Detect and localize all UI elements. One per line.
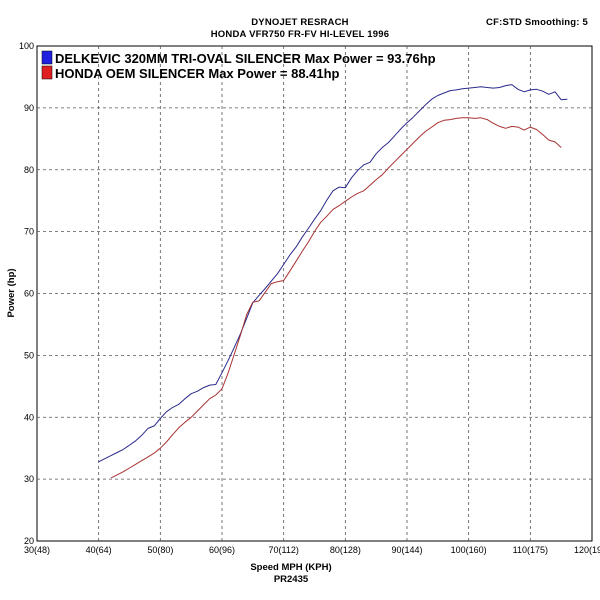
legend-label-0: DELKEVIC 320MM TRI-OVAL SILENCER Max Pow… <box>55 51 436 66</box>
y-tick-label: 40 <box>24 412 34 422</box>
series-line-1 <box>110 117 562 479</box>
x-tick-label: 40(64) <box>86 545 112 555</box>
legend-label-1: HONDA OEM SILENCER Max Power = 88.41hp <box>55 66 340 81</box>
x-axis-label: Speed MPH (KPH) <box>250 562 331 573</box>
chart-title: DYNOJET RESRACH <box>251 17 349 28</box>
y-tick-label: 100 <box>19 41 34 51</box>
x-tick-label: 30(48) <box>24 545 50 555</box>
legend: DELKEVIC 320MM TRI-OVAL SILENCER Max Pow… <box>41 50 436 81</box>
y-tick-label: 20 <box>24 536 34 546</box>
x-tick-label: 70(112) <box>268 545 298 555</box>
x-tick-label: 60(96) <box>209 545 235 555</box>
y-tick-label: 30 <box>24 474 34 484</box>
correction-smoothing-label: CF:STD Smoothing: 5 <box>486 17 588 28</box>
x-tick-label: 90(144) <box>391 545 422 555</box>
y-axis-label: Power (hp) <box>6 268 17 317</box>
x-tick-label: 120(192) <box>574 545 600 555</box>
x-tick-label: 100(160) <box>451 545 487 555</box>
chart-subtitle: HONDA VFR750 FR-FV HI-LEVEL 1996 <box>210 29 390 40</box>
x-tick-label: 50(80) <box>147 545 173 555</box>
x-tick-label: 110(175) <box>513 545 548 555</box>
legend-swatch-1 <box>41 65 53 80</box>
y-tick-label: 90 <box>24 103 34 113</box>
series-layer <box>98 84 568 479</box>
y-tick-label: 70 <box>24 227 34 237</box>
legend-swatch-0 <box>41 50 53 65</box>
y-tick-label: 80 <box>24 165 34 175</box>
x-axis-label-2: PR2435 <box>274 574 309 585</box>
x-tick-label: 80(128) <box>330 545 361 555</box>
series-line-0 <box>98 84 568 463</box>
grid <box>37 46 592 541</box>
y-tick-label: 60 <box>24 289 34 299</box>
tick-labels: 30(48) 40(64) 50(80) 60(96) 70(112) 80(128) 90… <box>19 41 600 555</box>
y-tick-label: 50 <box>24 350 34 360</box>
